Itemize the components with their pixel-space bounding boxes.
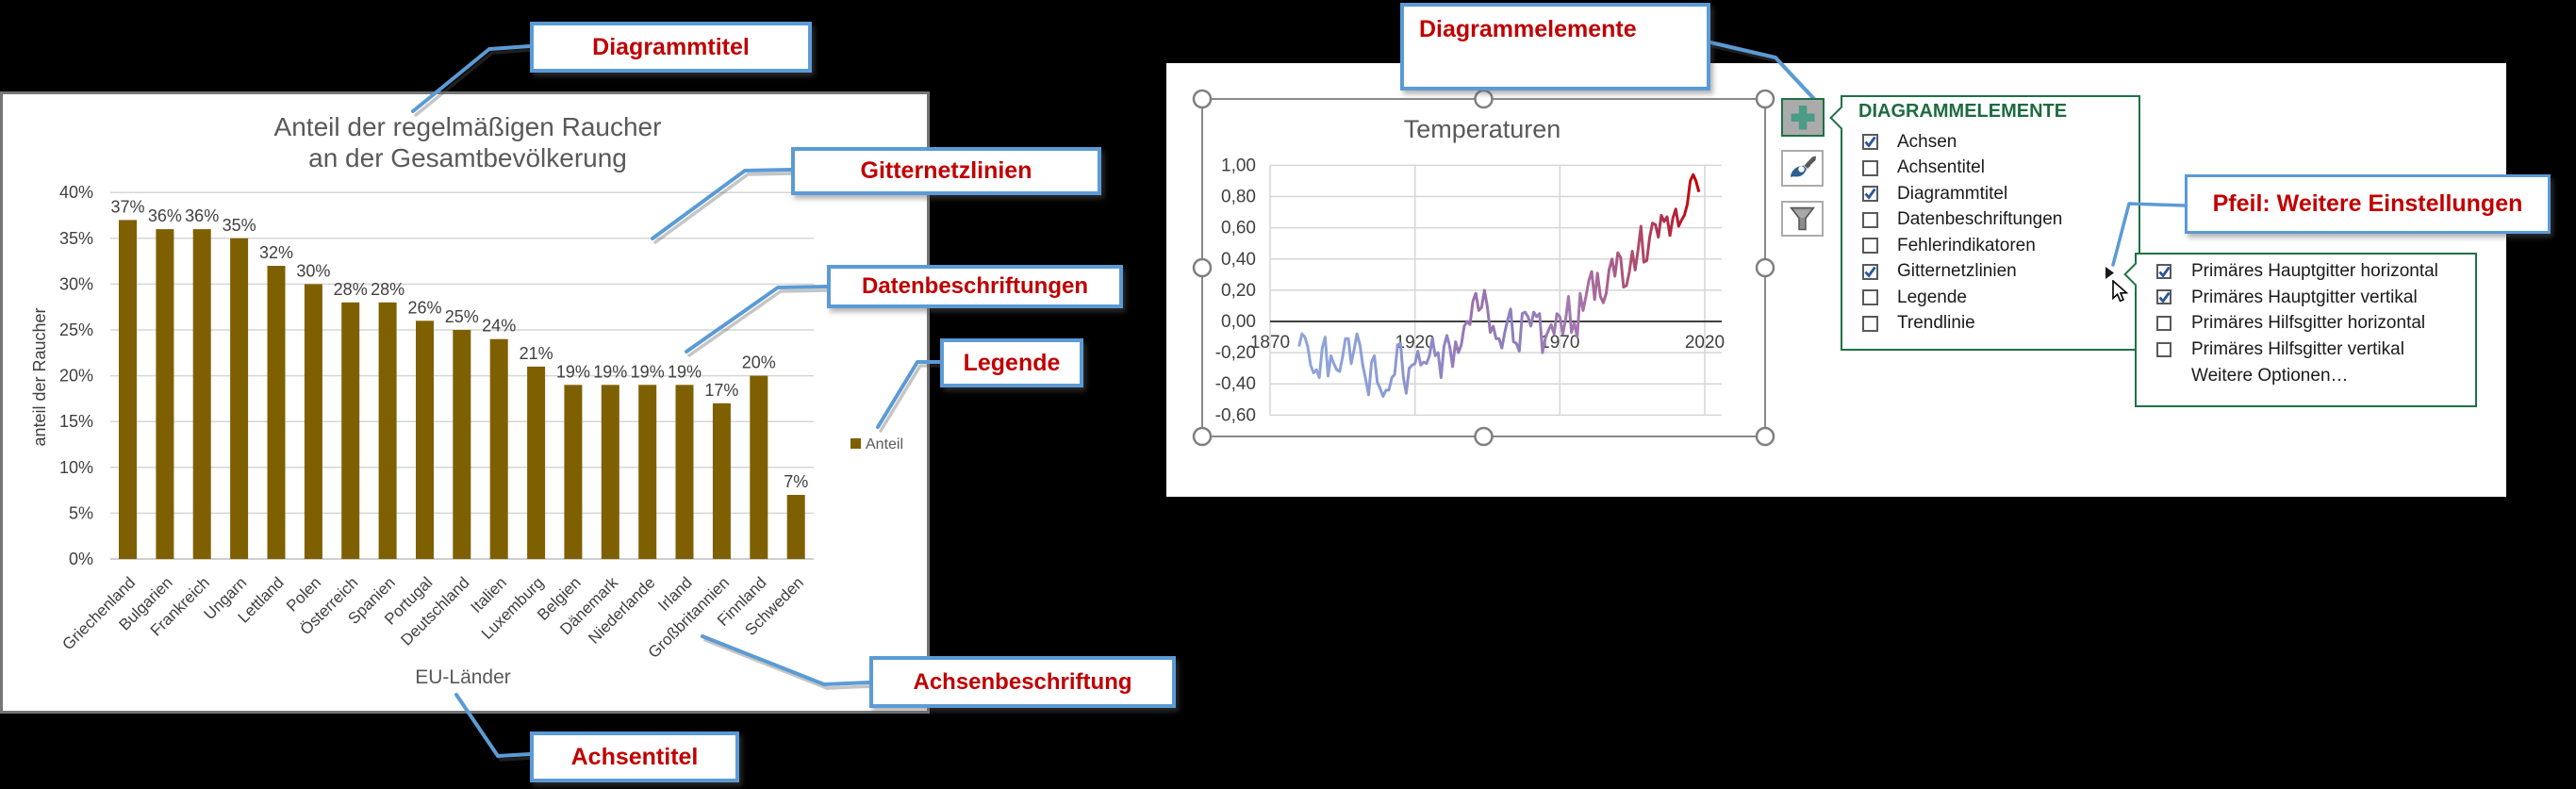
svg-text:24%: 24% [482,317,516,336]
svg-text:30%: 30% [296,261,330,280]
svg-text:1870: 1870 [1250,333,1290,353]
svg-text:35%: 35% [59,229,93,248]
svg-text:-0,40: -0,40 [1215,374,1256,394]
svg-text:19%: 19% [668,362,702,381]
svg-text:7%: 7% [784,472,808,491]
svg-text:19%: 19% [556,362,590,381]
svg-text:15%: 15% [59,412,93,431]
svg-text:17%: 17% [704,381,738,400]
svg-text:0,00: 0,00 [1221,312,1256,332]
svg-text:1,00: 1,00 [1221,156,1256,175]
svg-text:26%: 26% [407,298,441,317]
svg-text:30%: 30% [59,274,93,293]
svg-text:1920: 1920 [1395,333,1435,353]
svg-text:0,80: 0,80 [1221,188,1256,207]
svg-text:36%: 36% [185,206,219,225]
svg-text:25%: 25% [445,307,479,326]
svg-text:anteil der Raucher: anteil der Raucher [30,307,49,446]
svg-text:37%: 37% [110,197,144,216]
svg-text:EU-Länder: EU-Länder [415,666,511,688]
svg-text:Anteil der regelmäßigen Rauche: Anteil der regelmäßigen Raucher [274,112,662,141]
svg-text:10%: 10% [59,458,93,477]
svg-text:1970: 1970 [1540,333,1579,353]
svg-text:an der Gesamtbevölkerung: an der Gesamtbevölkerung [308,143,627,173]
svg-text:0,60: 0,60 [1221,219,1256,238]
svg-text:-0,60: -0,60 [1215,405,1256,425]
svg-text:35%: 35% [223,216,256,235]
svg-text:Anteil: Anteil [866,436,903,452]
svg-text:2020: 2020 [1685,333,1725,353]
svg-text:19%: 19% [631,362,665,381]
svg-text:28%: 28% [334,280,368,299]
svg-text:20%: 20% [742,353,776,372]
svg-text:25%: 25% [59,321,93,339]
svg-text:20%: 20% [59,367,93,386]
svg-text:Temperaturen: Temperaturen [1404,115,1561,143]
svg-text:0,40: 0,40 [1221,250,1256,270]
svg-text:36%: 36% [148,206,182,225]
svg-text:21%: 21% [520,344,553,363]
svg-text:32%: 32% [259,243,293,262]
svg-text:40%: 40% [59,183,93,202]
svg-text:5%: 5% [69,503,93,522]
svg-text:-0,20: -0,20 [1215,343,1256,363]
svg-text:0%: 0% [69,550,93,568]
svg-text:28%: 28% [371,280,405,299]
svg-text:19%: 19% [593,362,627,381]
svg-text:0,20: 0,20 [1221,281,1256,301]
